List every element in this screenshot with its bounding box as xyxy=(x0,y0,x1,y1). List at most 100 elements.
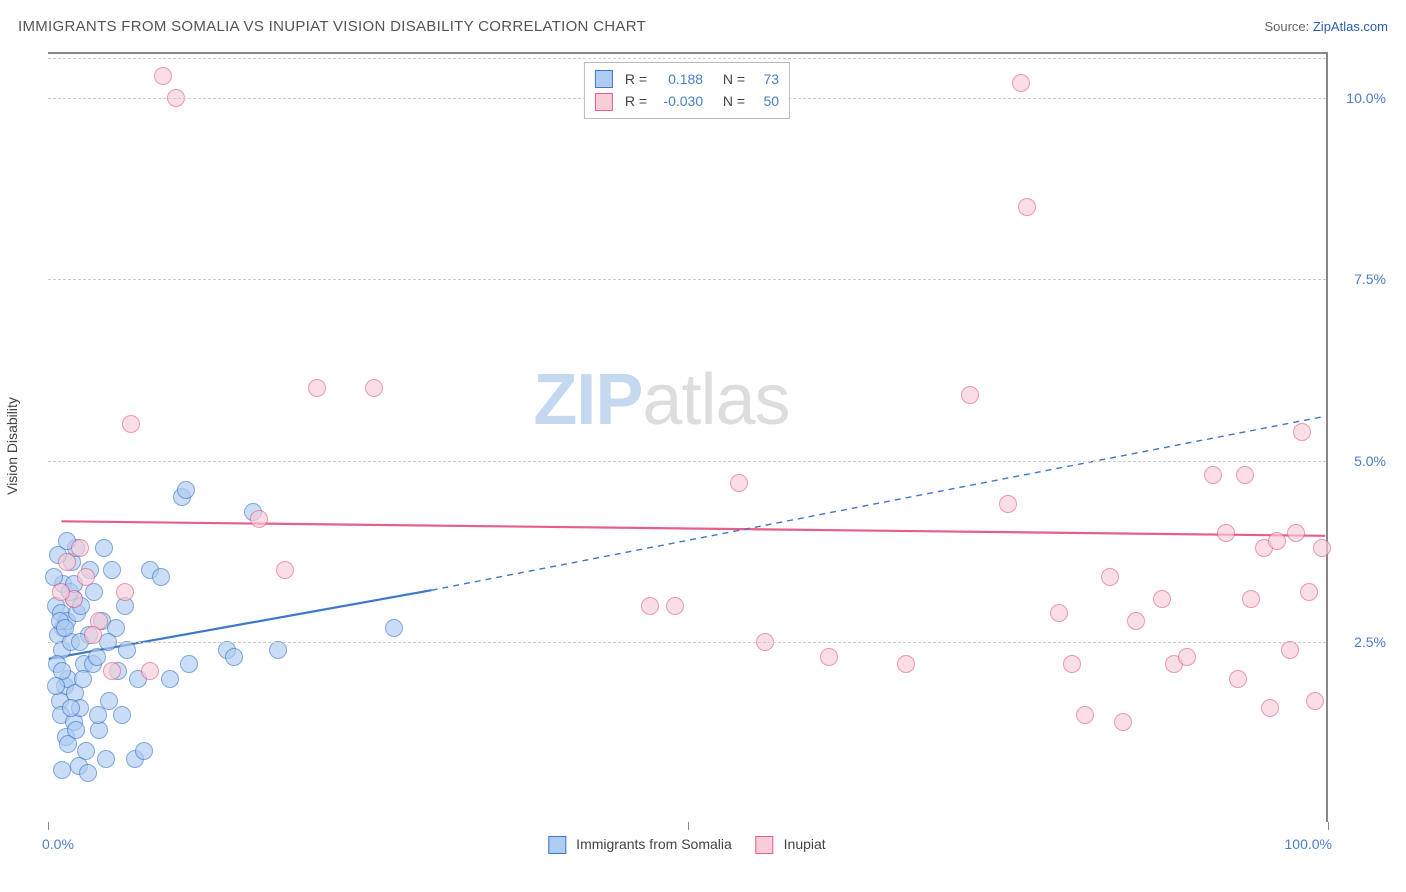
correlation-legend: R = 0.188 N = 73 R = -0.030 N = 50 xyxy=(584,62,790,119)
point-inupiat[interactable] xyxy=(365,379,383,397)
r-label: R = xyxy=(625,90,647,112)
point-inupiat[interactable] xyxy=(1076,706,1094,724)
point-inupiat[interactable] xyxy=(71,539,89,557)
point-inupiat[interactable] xyxy=(77,568,95,586)
point-somalia[interactable] xyxy=(62,699,80,717)
point-somalia[interactable] xyxy=(67,721,85,739)
source-label: Source: ZipAtlas.com xyxy=(1264,19,1388,34)
x-tick-right: 100.0% xyxy=(1285,836,1332,852)
point-inupiat[interactable] xyxy=(1153,590,1171,608)
point-inupiat[interactable] xyxy=(1114,713,1132,731)
y-tick-label: 2.5% xyxy=(1331,634,1386,650)
point-inupiat[interactable] xyxy=(820,648,838,666)
point-inupiat[interactable] xyxy=(1313,539,1331,557)
point-inupiat[interactable] xyxy=(1217,524,1235,542)
point-inupiat[interactable] xyxy=(641,597,659,615)
point-somalia[interactable] xyxy=(56,619,74,637)
n-value-1: 50 xyxy=(751,90,779,112)
point-somalia[interactable] xyxy=(161,670,179,688)
point-inupiat[interactable] xyxy=(1242,590,1260,608)
series-legend: Immigrants from Somalia Inupiat xyxy=(548,836,825,854)
point-somalia[interactable] xyxy=(53,761,71,779)
point-inupiat[interactable] xyxy=(1236,466,1254,484)
legend-item-1: Inupiat xyxy=(756,836,826,854)
gridline xyxy=(48,58,1326,59)
point-inupiat[interactable] xyxy=(250,510,268,528)
y-tick-label: 7.5% xyxy=(1331,271,1386,287)
legend-item-0: Immigrants from Somalia xyxy=(548,836,731,854)
x-tick-left: 0.0% xyxy=(42,836,74,852)
point-inupiat[interactable] xyxy=(1012,74,1030,92)
n-label: N = xyxy=(723,68,745,90)
point-inupiat[interactable] xyxy=(116,583,134,601)
chart-title: IMMIGRANTS FROM SOMALIA VS INUPIAT VISIO… xyxy=(18,18,646,35)
point-inupiat[interactable] xyxy=(122,415,140,433)
gridline xyxy=(48,461,1326,462)
source-link[interactable]: ZipAtlas.com xyxy=(1313,19,1388,34)
point-inupiat[interactable] xyxy=(308,379,326,397)
scatter-points xyxy=(48,54,1326,822)
chart-container: IMMIGRANTS FROM SOMALIA VS INUPIAT VISIO… xyxy=(0,0,1406,892)
correlation-row-1: R = -0.030 N = 50 xyxy=(595,90,779,112)
r-label: R = xyxy=(625,68,647,90)
plot-area: ZIPatlas R = 0.188 N = 73 R = -0.030 N =… xyxy=(48,52,1328,822)
point-inupiat[interactable] xyxy=(1293,423,1311,441)
point-inupiat[interactable] xyxy=(961,386,979,404)
r-value-0: 0.188 xyxy=(653,68,703,90)
r-value-1: -0.030 xyxy=(653,90,703,112)
point-inupiat[interactable] xyxy=(1306,692,1324,710)
point-somalia[interactable] xyxy=(89,706,107,724)
point-somalia[interactable] xyxy=(79,764,97,782)
swatch-series-0 xyxy=(548,836,566,854)
point-somalia[interactable] xyxy=(74,670,92,688)
n-label: N = xyxy=(723,90,745,112)
point-inupiat[interactable] xyxy=(1268,532,1286,550)
point-somalia[interactable] xyxy=(113,706,131,724)
point-inupiat[interactable] xyxy=(1050,604,1068,622)
gridline xyxy=(48,279,1326,280)
point-inupiat[interactable] xyxy=(1178,648,1196,666)
point-inupiat[interactable] xyxy=(1287,524,1305,542)
point-inupiat[interactable] xyxy=(999,495,1017,513)
point-somalia[interactable] xyxy=(152,568,170,586)
point-somalia[interactable] xyxy=(180,655,198,673)
gridline xyxy=(48,642,1326,643)
swatch-series-1 xyxy=(756,836,774,854)
point-inupiat[interactable] xyxy=(276,561,294,579)
point-somalia[interactable] xyxy=(385,619,403,637)
point-inupiat[interactable] xyxy=(58,553,76,571)
point-inupiat[interactable] xyxy=(1229,670,1247,688)
n-value-0: 73 xyxy=(751,68,779,90)
x-tick xyxy=(48,822,49,830)
x-tick xyxy=(688,822,689,830)
point-inupiat[interactable] xyxy=(1018,198,1036,216)
y-tick-label: 10.0% xyxy=(1331,90,1386,106)
point-inupiat[interactable] xyxy=(141,662,159,680)
point-somalia[interactable] xyxy=(225,648,243,666)
point-inupiat[interactable] xyxy=(1063,655,1081,673)
point-somalia[interactable] xyxy=(97,750,115,768)
legend-label-1: Inupiat xyxy=(784,836,826,852)
point-inupiat[interactable] xyxy=(154,67,172,85)
legend-label-0: Immigrants from Somalia xyxy=(576,836,732,852)
point-inupiat[interactable] xyxy=(730,474,748,492)
point-somalia[interactable] xyxy=(95,539,113,557)
point-somalia[interactable] xyxy=(88,648,106,666)
point-somalia[interactable] xyxy=(103,561,121,579)
point-somalia[interactable] xyxy=(177,481,195,499)
y-tick-label: 5.0% xyxy=(1331,453,1386,469)
point-inupiat[interactable] xyxy=(1127,612,1145,630)
point-inupiat[interactable] xyxy=(1300,583,1318,601)
point-inupiat[interactable] xyxy=(666,597,684,615)
x-tick xyxy=(1328,822,1329,830)
correlation-row-0: R = 0.188 N = 73 xyxy=(595,68,779,90)
point-inupiat[interactable] xyxy=(1204,466,1222,484)
point-somalia[interactable] xyxy=(135,742,153,760)
source-prefix: Source: xyxy=(1264,19,1312,34)
point-inupiat[interactable] xyxy=(103,662,121,680)
point-inupiat[interactable] xyxy=(897,655,915,673)
point-somalia[interactable] xyxy=(47,677,65,695)
point-inupiat[interactable] xyxy=(52,583,70,601)
point-inupiat[interactable] xyxy=(1101,568,1119,586)
point-inupiat[interactable] xyxy=(1261,699,1279,717)
